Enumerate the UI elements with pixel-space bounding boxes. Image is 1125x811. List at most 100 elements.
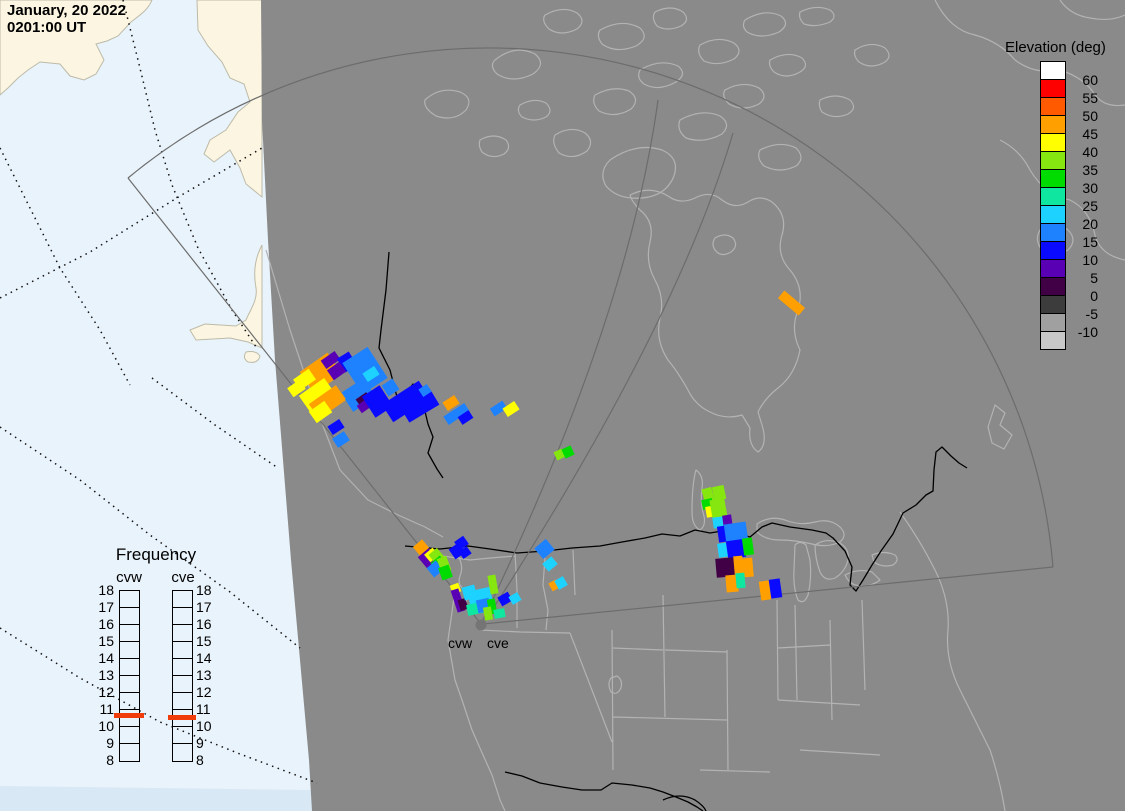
backscatter-patch [715, 557, 736, 578]
frequency-scale-cell [173, 591, 192, 608]
backscatter-patch [381, 378, 400, 397]
elevation-tick-label: 55 [1082, 90, 1098, 106]
backscatter-patch [508, 592, 522, 605]
frequency-scale-cell [173, 693, 192, 710]
timestamp-time: 0201:00 UT [7, 19, 87, 36]
frequency-tick-label: 18 [196, 582, 212, 598]
frequency-scale-cell [173, 744, 192, 761]
frequency-scale-cve [172, 590, 193, 762]
elevation-colorbar-box [1040, 205, 1066, 224]
backscatter-patch [298, 378, 337, 413]
elevation-tick-label: -5 [1085, 306, 1098, 322]
backscatter-patch [542, 556, 558, 572]
frequency-scale-cell [173, 710, 192, 727]
backscatter-patch [709, 497, 728, 521]
backscatter-patch [443, 402, 470, 426]
elevation-colorbar-box [1040, 313, 1066, 332]
frequency-scale-cell [120, 608, 139, 625]
lake-michigan [793, 541, 812, 603]
frequency-column-label-cvw: cvw [116, 569, 142, 586]
frequency-scale-cell [120, 744, 139, 761]
frequency-scale-cell [173, 659, 192, 676]
timestamp-date: January, 20 2022 [7, 2, 126, 19]
frequency-tick-label: 13 [98, 667, 114, 683]
land-alaska-west [196, 0, 263, 199]
frequency-scale-cell [173, 608, 192, 625]
elevation-tick-label: 40 [1082, 144, 1098, 160]
backscatter-patch [381, 380, 431, 423]
backscatter-patch [735, 572, 746, 589]
elevation-tick-label: 60 [1082, 72, 1098, 88]
elevation-colorbar-box [1040, 79, 1066, 98]
frequency-tick-label: 8 [106, 752, 114, 768]
frequency-tick-label: 9 [196, 735, 204, 751]
frequency-tick-label: 15 [196, 633, 212, 649]
backscatter-patch [326, 361, 347, 381]
frequency-scale-cell [173, 676, 192, 693]
frequency-legend-title: Frequency [115, 545, 197, 564]
land-alaska-peninsula [189, 244, 263, 349]
elevation-colorbar-box [1040, 169, 1066, 188]
frequency-scale-cell [120, 659, 139, 676]
backscatter-patch [561, 445, 575, 459]
backscatter-patches-layer [287, 290, 806, 621]
borders-black-layer [378, 251, 968, 811]
fov-cvw-east-edge [480, 99, 659, 625]
elevation-colorbar-box [1040, 97, 1066, 116]
backscatter-patch [412, 539, 430, 556]
coast-atlantic [899, 511, 1006, 811]
map-label-cvw: cvw [448, 635, 473, 651]
backscatter-patch [711, 484, 727, 502]
frequency-scale-cell [120, 727, 139, 744]
frequency-tick-label: 16 [98, 616, 114, 632]
day-land-layer [0, 0, 263, 363]
frequency-scale-cell [120, 642, 139, 659]
frequency-scale-cell [173, 642, 192, 659]
timestamp: January, 20 2022 0201:00 UT [7, 2, 126, 36]
elevation-tick-label: 0 [1090, 288, 1098, 304]
frequency-tick-label: 17 [196, 599, 212, 615]
backscatter-patch [777, 290, 806, 316]
frequency-scale-cell [173, 625, 192, 642]
lake-superior [756, 517, 845, 547]
land-siberia [0, 0, 153, 96]
frequency-tick-label: 9 [106, 735, 114, 751]
radar-site-dot [475, 619, 487, 631]
backscatter-patch [502, 400, 520, 418]
backscatter-patch [458, 545, 472, 560]
coast-hudson-bay [629, 189, 801, 453]
elevation-colorbar-box [1040, 187, 1066, 206]
frequency-tick-label: 13 [196, 667, 212, 683]
elevation-colorbar-box [1040, 331, 1066, 350]
frequency-tick-label: 10 [98, 718, 114, 734]
elevation-colorbar-box [1040, 241, 1066, 260]
land-island-small [243, 351, 261, 363]
backscatter-patch [332, 431, 350, 448]
frequency-scale-cvw [119, 590, 140, 762]
backscatter-patch [741, 537, 755, 556]
frequency-tick-label: 14 [196, 650, 212, 666]
backscatter-patch [725, 574, 739, 593]
elevation-colorbar-box [1040, 277, 1066, 296]
backscatter-patch [454, 535, 469, 551]
elevation-colorbar-box [1040, 61, 1066, 80]
frequency-marker-cvw [114, 713, 144, 719]
elevation-tick-label: 50 [1082, 108, 1098, 124]
elevation-tick-label: 5 [1090, 270, 1098, 286]
coast-greenland [934, 0, 1125, 107]
border-alaska-panhandle [378, 251, 444, 479]
elevation-tick-label: 45 [1082, 126, 1098, 142]
elevation-tick-label: 10 [1082, 252, 1098, 268]
frequency-scale-cell [120, 676, 139, 693]
frequency-scale-cell [120, 693, 139, 710]
elevation-colorbar-box [1040, 133, 1066, 152]
elevation-colorbar [1040, 61, 1066, 350]
frequency-tick-label: 15 [98, 633, 114, 649]
border-us-canada [404, 446, 968, 592]
backscatter-patch [362, 365, 380, 383]
backscatter-patch [768, 578, 783, 599]
backscatter-patch [482, 606, 494, 621]
backscatter-patch [497, 591, 513, 607]
frequency-tick-label: 14 [98, 650, 114, 666]
